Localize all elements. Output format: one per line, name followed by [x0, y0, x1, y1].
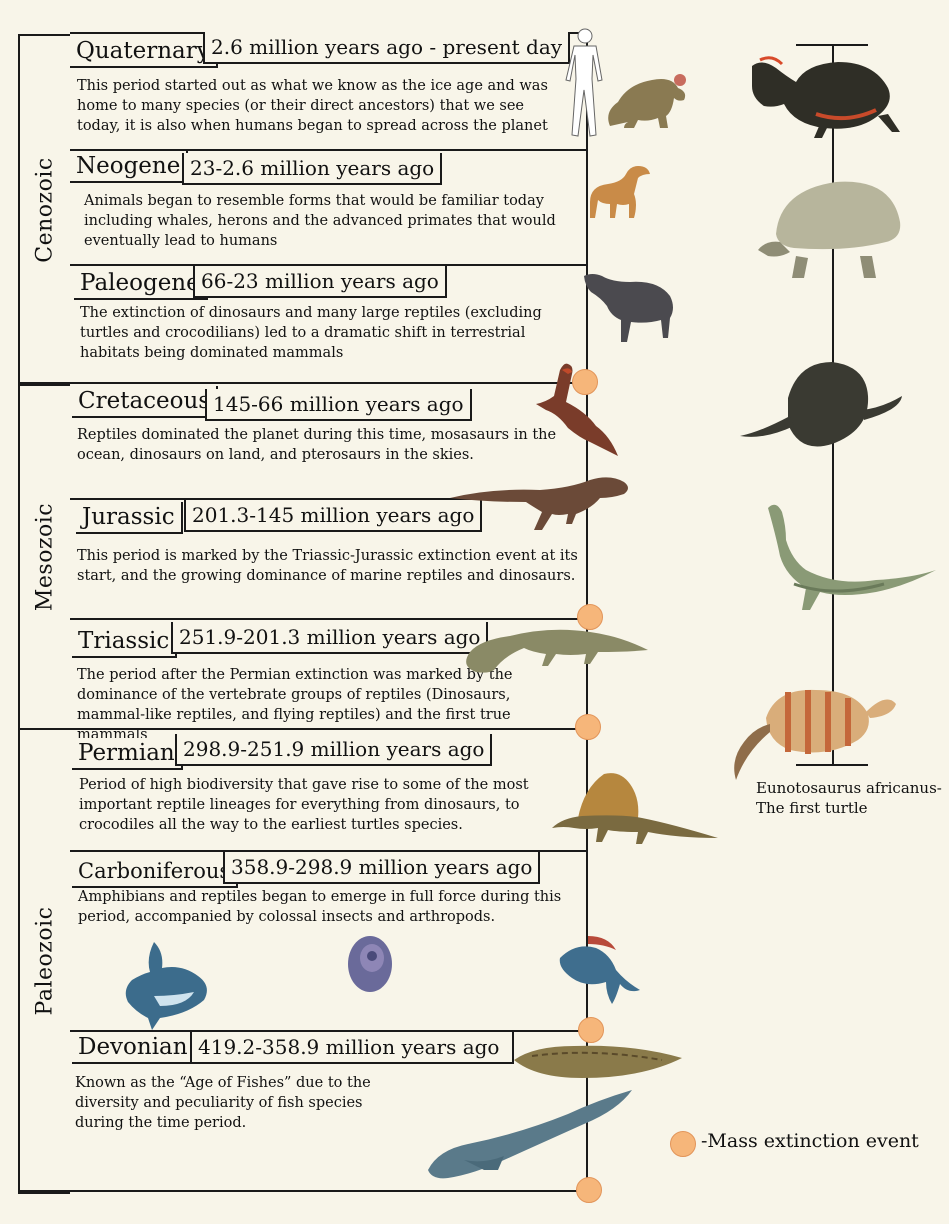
tapir-icon — [584, 274, 673, 342]
timeline-bottom — [18, 1190, 588, 1192]
mass-extinction-marker — [577, 604, 603, 630]
period-name-quaternary: Quaternary — [70, 36, 218, 68]
period-name-jurassic: Jurassic — [76, 502, 183, 534]
period-date-carboniferous: 358.9-298.9 million years ago — [223, 852, 541, 884]
dimetrodon-icon — [552, 773, 718, 844]
period-desc-triassic: The period after the Permian extinction … — [77, 667, 513, 743]
ground-sloth-icon — [608, 74, 686, 128]
mass-extinction-marker — [575, 714, 601, 740]
period-divider — [70, 1030, 588, 1032]
legend-extinction-swatch — [670, 1131, 696, 1157]
period-name-carboniferous: Carboniferous — [72, 856, 239, 888]
period-date-quaternary: 2.6 million years ago - present day — [203, 32, 571, 64]
stem-turtle-icon — [768, 504, 936, 610]
period-desc-devonian: Known as the “Age of Fishes” due to the … — [75, 1075, 371, 1131]
turtle-caption-line: Eunotosaurus africanus- — [756, 779, 942, 797]
painted-turtle-icon — [752, 56, 900, 138]
era-label: Mesozoic — [32, 502, 58, 612]
macrauchenia-icon — [590, 166, 650, 218]
period-desc-paleogene: The extinction of dinosaurs and many lar… — [80, 305, 542, 361]
period-divider — [18, 382, 588, 384]
period-divider — [70, 618, 588, 620]
era-label: Cenozoic — [32, 157, 58, 263]
period-date-neogene: 23-2.6 million years ago — [182, 153, 443, 185]
fish-icon — [559, 936, 640, 1004]
period-name-devonian: Devonian — [72, 1032, 196, 1064]
era-label: Paleozoic — [32, 906, 58, 1016]
theropod-icon — [450, 477, 628, 530]
period-divider — [70, 264, 588, 266]
mass-extinction-marker — [572, 369, 598, 395]
era-cenozoic: Cenozoic — [18, 34, 70, 386]
period-divider — [70, 498, 588, 500]
period-date-paleogene: 66-23 million years ago — [193, 266, 447, 298]
tiktaalik-icon — [428, 1090, 632, 1179]
tortoise-icon — [758, 181, 901, 278]
period-divider — [70, 149, 588, 151]
period-desc-carboniferous: Amphibians and reptiles began to emerge … — [78, 889, 562, 925]
period-desc-permian: Period of high biodiversity that gave ri… — [79, 777, 529, 833]
shark-icon — [125, 942, 207, 1030]
period-desc-neogene: Animals began to resemble forms that wou… — [84, 193, 556, 249]
period-divider — [18, 728, 588, 730]
period-date-cretaceous: 145-66 million years ago — [205, 389, 472, 421]
period-date-permian: 298.9-251.9 million years ago — [175, 734, 493, 766]
legend-label: -Mass extinction event — [701, 1130, 919, 1152]
lungfish-icon — [514, 1045, 682, 1078]
turtle-lineage-cap-top — [796, 44, 868, 46]
period-name-paleogene: Paleogene — [74, 268, 208, 300]
human-silhouette-icon — [565, 28, 603, 137]
period-name-neogene: Neogene — [70, 151, 189, 183]
period-name-permian: Permian — [72, 738, 183, 770]
period-divider — [70, 850, 588, 852]
mass-extinction-marker — [576, 1177, 602, 1203]
period-date-triassic: 251.9-201.3 million years ago — [171, 622, 489, 654]
period-date-jurassic: 201.3-145 million years ago — [184, 500, 483, 532]
period-name-triassic: Triassic — [72, 626, 178, 658]
turtle-caption-line: The first turtle — [756, 799, 868, 817]
ammonite-icon — [348, 936, 392, 992]
period-name-cretaceous: Cretaceous — [72, 386, 219, 418]
mass-extinction-marker — [578, 1017, 604, 1043]
period-date-devonian: 419.2-358.9 million years ago — [190, 1032, 514, 1064]
turtle-lineage-cap-bottom — [796, 764, 868, 766]
crocodilian-icon — [466, 629, 648, 673]
turtle-caption: Eunotosaurus africanus- The first turtle — [756, 778, 942, 818]
period-desc-jurassic: This period is marked by the Triassic-Ju… — [77, 548, 578, 584]
period-desc-quaternary: This period started out as what we know … — [77, 78, 548, 134]
eunotosaurus-icon — [734, 689, 896, 780]
pterosaur-icon — [536, 363, 618, 456]
era-mesozoic: Mesozoic — [18, 384, 70, 730]
sea-turtle-icon — [740, 362, 902, 447]
period-desc-cretaceous: Reptiles dominated the planet during thi… — [77, 427, 557, 463]
era-paleozoic: Paleozoic — [18, 728, 70, 1194]
